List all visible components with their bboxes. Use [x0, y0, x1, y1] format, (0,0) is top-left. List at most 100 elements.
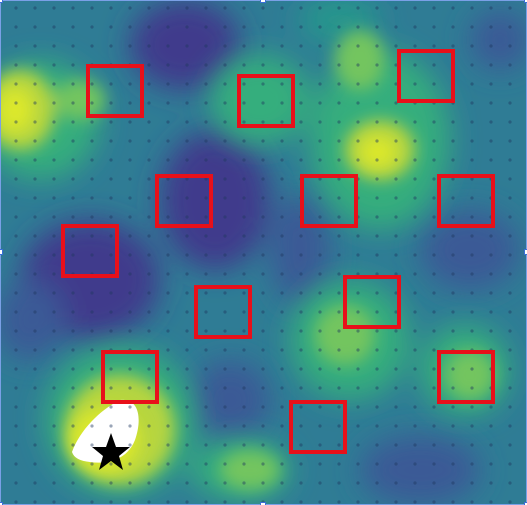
grid-dot	[470, 120, 474, 124]
selection-box-1[interactable]	[86, 64, 144, 118]
grid-dot	[299, 310, 303, 314]
grid-dot	[166, 291, 170, 295]
grid-dot	[185, 253, 189, 257]
grid-dot	[356, 158, 360, 162]
grid-dot	[242, 63, 246, 67]
grid-dot	[375, 443, 379, 447]
grid-dot	[318, 6, 322, 10]
grid-dot	[223, 120, 227, 124]
grid-dot	[337, 215, 341, 219]
selection-box-4[interactable]	[155, 174, 213, 228]
grid-dot	[508, 424, 512, 428]
grid-dot	[71, 63, 75, 67]
selection-box-2[interactable]	[237, 74, 295, 128]
selection-box-7[interactable]	[61, 224, 119, 278]
grid-dot	[470, 215, 474, 219]
grid-dot	[128, 139, 132, 143]
grid-dot	[71, 310, 75, 314]
grid-dot	[299, 44, 303, 48]
grid-dot	[147, 367, 151, 371]
grid-dot	[185, 424, 189, 428]
resize-handle-top-center[interactable]	[260, 0, 266, 3]
grid-dot	[261, 405, 265, 409]
grid-dot	[128, 196, 132, 200]
selection-box-11[interactable]	[437, 350, 495, 404]
grid-dot	[508, 500, 512, 504]
grid-dot	[128, 329, 132, 333]
grid-dot	[451, 443, 455, 447]
grid-dot	[280, 158, 284, 162]
resize-handle-bottom-center[interactable]	[260, 502, 266, 505]
grid-dot	[318, 348, 322, 352]
grid-dot	[375, 101, 379, 105]
grid-dot	[223, 158, 227, 162]
grid-dot	[204, 196, 208, 200]
grid-dot	[470, 462, 474, 466]
selection-box-10[interactable]	[101, 350, 159, 404]
grid-dot	[375, 215, 379, 219]
grid-dot	[432, 6, 436, 10]
grid-dot	[413, 462, 417, 466]
selection-box-8[interactable]	[194, 285, 252, 339]
grid-dot	[375, 272, 379, 276]
grid-dot	[185, 500, 189, 504]
grid-dot	[413, 253, 417, 257]
grid-dot	[451, 177, 455, 181]
grid-dot	[242, 348, 246, 352]
grid-dot	[33, 329, 37, 333]
grid-dot	[223, 63, 227, 67]
grid-dot	[451, 234, 455, 238]
grid-dot	[52, 139, 56, 143]
grid-dot	[204, 329, 208, 333]
grid-dot	[299, 500, 303, 504]
resize-handle-top-left[interactable]	[0, 0, 3, 3]
grid-dot	[261, 462, 265, 466]
grid-dot	[90, 481, 94, 485]
resize-handle-bottom-left[interactable]	[0, 502, 3, 505]
grid-dot	[280, 139, 284, 143]
grid-dot	[223, 44, 227, 48]
selection-box-6[interactable]	[437, 174, 495, 228]
grid-dot	[375, 310, 379, 314]
resize-handle-middle-left[interactable]	[0, 249, 3, 255]
grid-dot	[71, 215, 75, 219]
grid-dot	[470, 291, 474, 295]
selection-box-5[interactable]	[300, 174, 358, 228]
star-icon[interactable]	[92, 433, 130, 470]
grid-dot	[280, 25, 284, 29]
grid-dot	[318, 44, 322, 48]
grid-dot	[52, 44, 56, 48]
selection-box-12[interactable]	[289, 400, 347, 454]
grid-dot	[394, 367, 398, 371]
grid-dot	[413, 424, 417, 428]
resize-handle-bottom-right[interactable]	[524, 502, 527, 505]
grid-dot	[185, 158, 189, 162]
grid-dot	[204, 443, 208, 447]
grid-dot	[432, 424, 436, 428]
grid-dot	[242, 120, 246, 124]
grid-dot	[375, 196, 379, 200]
grid-dot	[299, 443, 303, 447]
star-marker[interactable]	[92, 433, 130, 470]
grid-dot	[508, 348, 512, 352]
grid-dot	[166, 44, 170, 48]
grid-dot	[337, 272, 341, 276]
grid-dot	[52, 215, 56, 219]
resize-handle-top-right[interactable]	[524, 0, 527, 3]
grid-dot	[299, 272, 303, 276]
grid-dot	[33, 120, 37, 124]
grid-dot	[166, 405, 170, 409]
selection-box-9[interactable]	[343, 275, 401, 329]
grid-dot	[489, 481, 493, 485]
grid-dot	[33, 6, 37, 10]
grid-dot	[451, 367, 455, 371]
grid-dot	[261, 196, 265, 200]
resize-handle-middle-right[interactable]	[524, 249, 527, 255]
grid-dot	[318, 139, 322, 143]
selection-box-3[interactable]	[397, 49, 455, 103]
grid-dot	[204, 367, 208, 371]
grid-dot	[394, 215, 398, 219]
grid-dot	[432, 500, 436, 504]
